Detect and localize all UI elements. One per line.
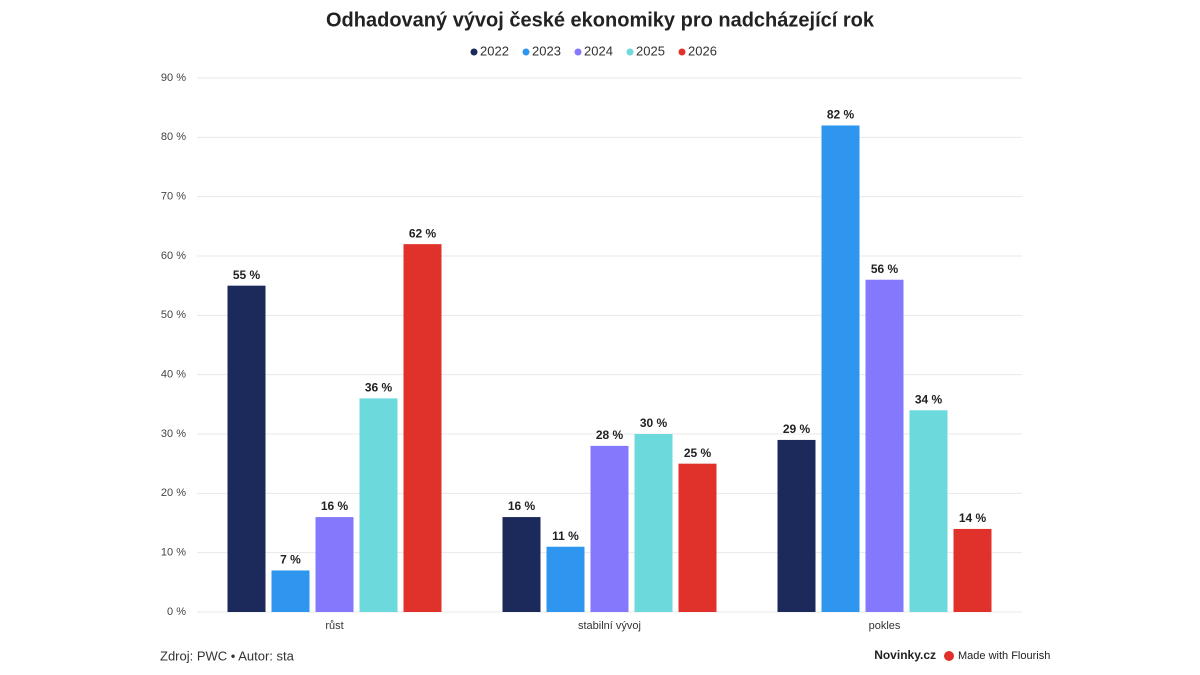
data-label: 25 %: [684, 446, 712, 460]
bar: [403, 244, 442, 612]
data-label: 7 %: [280, 553, 301, 567]
data-label: 62 %: [409, 226, 437, 240]
legend-label: 2022: [480, 43, 509, 58]
bar: [359, 398, 398, 612]
legend-marker: [678, 48, 686, 56]
bar: [502, 517, 541, 612]
data-label: 16 %: [508, 499, 536, 513]
bar: [227, 285, 266, 612]
x-tick-label: pokles: [869, 620, 901, 632]
data-label: 28 %: [596, 428, 624, 442]
y-tick-label: 40 %: [161, 369, 186, 381]
data-label: 14 %: [959, 511, 987, 525]
y-tick-label: 90 %: [161, 72, 186, 84]
y-tick-label: 30 %: [161, 428, 186, 440]
data-label: 36 %: [365, 381, 393, 395]
data-label: 11 %: [552, 529, 579, 543]
bar: [865, 279, 904, 612]
data-label: 82 %: [827, 108, 855, 122]
y-tick-label: 20 %: [161, 487, 186, 499]
y-tick-label: 10 %: [161, 547, 186, 559]
data-label: 55 %: [233, 268, 261, 282]
bar: [953, 528, 992, 612]
chart-title: Odhadovaný vývoj české ekonomiky pro nad…: [326, 9, 875, 31]
data-label: 34 %: [915, 392, 943, 406]
credit[interactable]: Made with Flourish: [958, 650, 1050, 662]
bar: [315, 517, 354, 612]
y-tick-label: 70 %: [161, 191, 186, 203]
flourish-icon: [944, 651, 954, 661]
legend-label: 2024: [584, 43, 613, 58]
footer: Zdroj: PWC • Autor: sta: [160, 648, 295, 663]
bar: [546, 546, 585, 612]
legend-marker: [574, 48, 582, 56]
legend-label: 2025: [636, 43, 665, 58]
y-tick-label: 0 %: [167, 606, 186, 618]
bar: [634, 434, 673, 612]
bar: [821, 125, 860, 612]
x-tick-label: stabilní vývoj: [578, 620, 641, 632]
data-label: 56 %: [871, 262, 899, 276]
y-tick-label: 50 %: [161, 309, 186, 321]
legend-marker: [470, 48, 478, 56]
data-label: 30 %: [640, 416, 668, 430]
bar: [590, 445, 629, 612]
legend-label: 2023: [532, 43, 561, 58]
x-tick-label: růst: [325, 620, 343, 632]
legend-marker: [626, 48, 634, 56]
bar: [271, 570, 310, 612]
bar: [909, 410, 948, 612]
y-tick-label: 60 %: [161, 250, 186, 262]
y-tick-label: 80 %: [161, 131, 186, 143]
bar: [777, 439, 816, 612]
bar: [678, 463, 717, 612]
legend-label: 2026: [688, 43, 717, 58]
data-label: 16 %: [321, 499, 349, 513]
data-label: 29 %: [783, 422, 811, 436]
brand: Novinky.cz: [874, 648, 936, 662]
legend-marker: [522, 48, 530, 56]
